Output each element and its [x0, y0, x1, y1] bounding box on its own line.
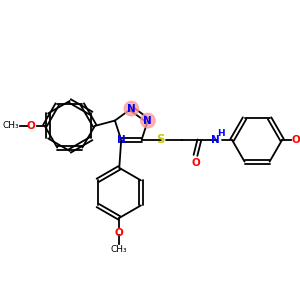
Circle shape	[141, 113, 155, 128]
Text: N: N	[127, 103, 136, 114]
Text: N: N	[211, 135, 220, 145]
Text: CH₃: CH₃	[2, 122, 19, 130]
Text: CH₃: CH₃	[111, 245, 128, 254]
Text: O: O	[26, 121, 35, 131]
Text: O: O	[115, 227, 124, 238]
Text: H: H	[218, 129, 225, 138]
Text: O: O	[191, 158, 200, 168]
Text: S: S	[157, 134, 165, 146]
Text: O: O	[292, 135, 300, 145]
Circle shape	[124, 101, 139, 116]
Text: N: N	[117, 135, 126, 145]
Text: N: N	[143, 116, 152, 126]
